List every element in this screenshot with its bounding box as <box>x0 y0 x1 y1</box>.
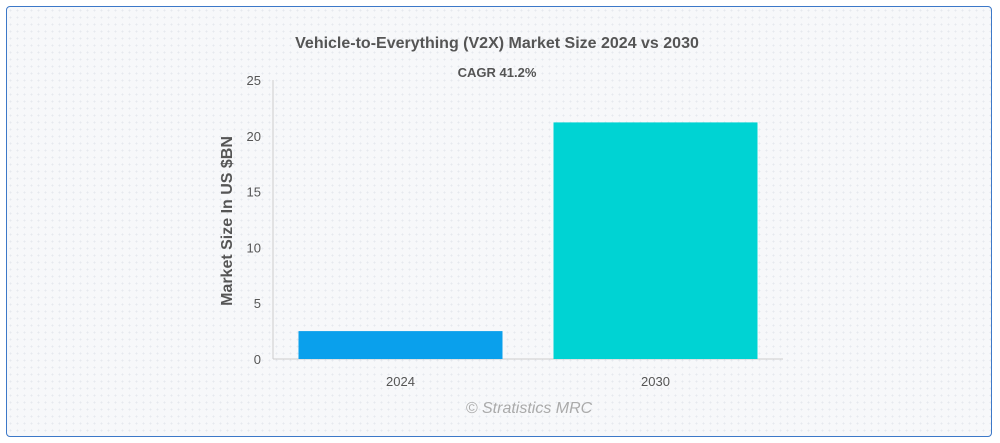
bar-2024[interactable] <box>298 331 503 359</box>
chart-title: Vehicle-to-Everything (V2X) Market Size … <box>295 35 699 52</box>
y-tick-label: 10 <box>247 240 261 255</box>
bars <box>298 122 758 360</box>
y-ticks: 0 5 10 15 20 25 <box>247 73 261 367</box>
chart-frame <box>6 6 992 437</box>
y-tick-label: 15 <box>247 185 261 200</box>
y-tick-label: 5 <box>254 296 261 311</box>
y-tick-label: 0 <box>254 352 261 367</box>
y-axis-label: Market Size In US $BN <box>219 136 236 306</box>
x-tick-label: 2030 <box>641 374 670 389</box>
bar-2030[interactable] <box>553 122 758 360</box>
y-tick-label: 20 <box>247 129 261 144</box>
chart-subtitle: CAGR 41.2% <box>458 65 537 80</box>
chart-credit: © Stratistics MRC <box>466 400 593 417</box>
y-tick-label: 25 <box>247 73 261 88</box>
x-tick-label: 2024 <box>386 374 415 389</box>
x-ticks: 2024 2030 <box>386 374 670 389</box>
